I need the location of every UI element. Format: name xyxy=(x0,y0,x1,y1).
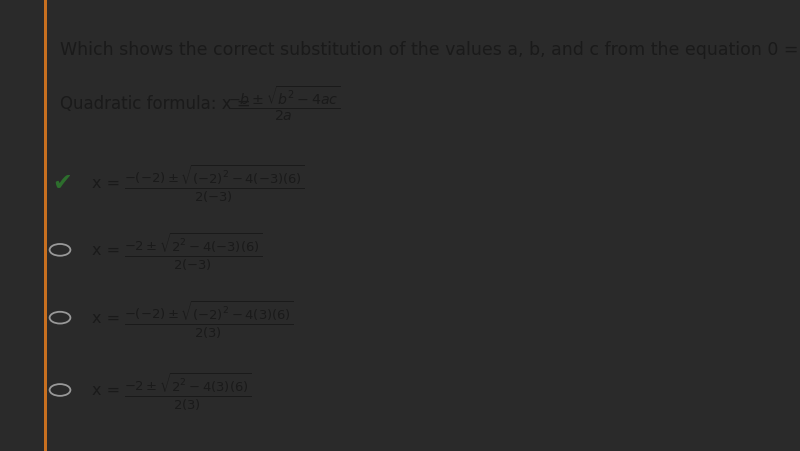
Text: $\frac{-(-2) \pm \sqrt{(-2)^2 - 4(3)(6)}}{2(3)}$: $\frac{-(-2) \pm \sqrt{(-2)^2 - 4(3)(6)}… xyxy=(124,298,294,338)
Text: x =: x = xyxy=(92,243,126,258)
Text: $\frac{-2 \pm \sqrt{2^2 - 4(3)(6)}}{2(3)}$: $\frac{-2 \pm \sqrt{2^2 - 4(3)(6)}}{2(3)… xyxy=(124,370,251,410)
Text: x =: x = xyxy=(92,175,126,190)
Text: ✔: ✔ xyxy=(52,170,72,195)
Text: $\frac{-2 \pm \sqrt{2^2 - 4(-3)(6)}}{2(-3)}$: $\frac{-2 \pm \sqrt{2^2 - 4(-3)(6)}}{2(-… xyxy=(124,230,262,270)
Bar xyxy=(44,0,47,451)
Text: x =: x = xyxy=(92,382,126,398)
Text: $\frac{-b \pm \sqrt{b^2-4ac}}{2a}$: $\frac{-b \pm \sqrt{b^2-4ac}}{2a}$ xyxy=(228,84,340,123)
Bar xyxy=(0,0,44,451)
Text: Quadratic formula: x =: Quadratic formula: x = xyxy=(60,95,256,113)
Text: x =: x = xyxy=(92,310,126,326)
Text: $\frac{-(-2) \pm \sqrt{(-2)^2 - 4(-3)(6)}}{2(-3)}$: $\frac{-(-2) \pm \sqrt{(-2)^2 - 4(-3)(6)… xyxy=(124,163,305,202)
Text: Which shows the correct substitution of the values a, b, and c from the equation: Which shows the correct substitution of … xyxy=(60,41,800,59)
